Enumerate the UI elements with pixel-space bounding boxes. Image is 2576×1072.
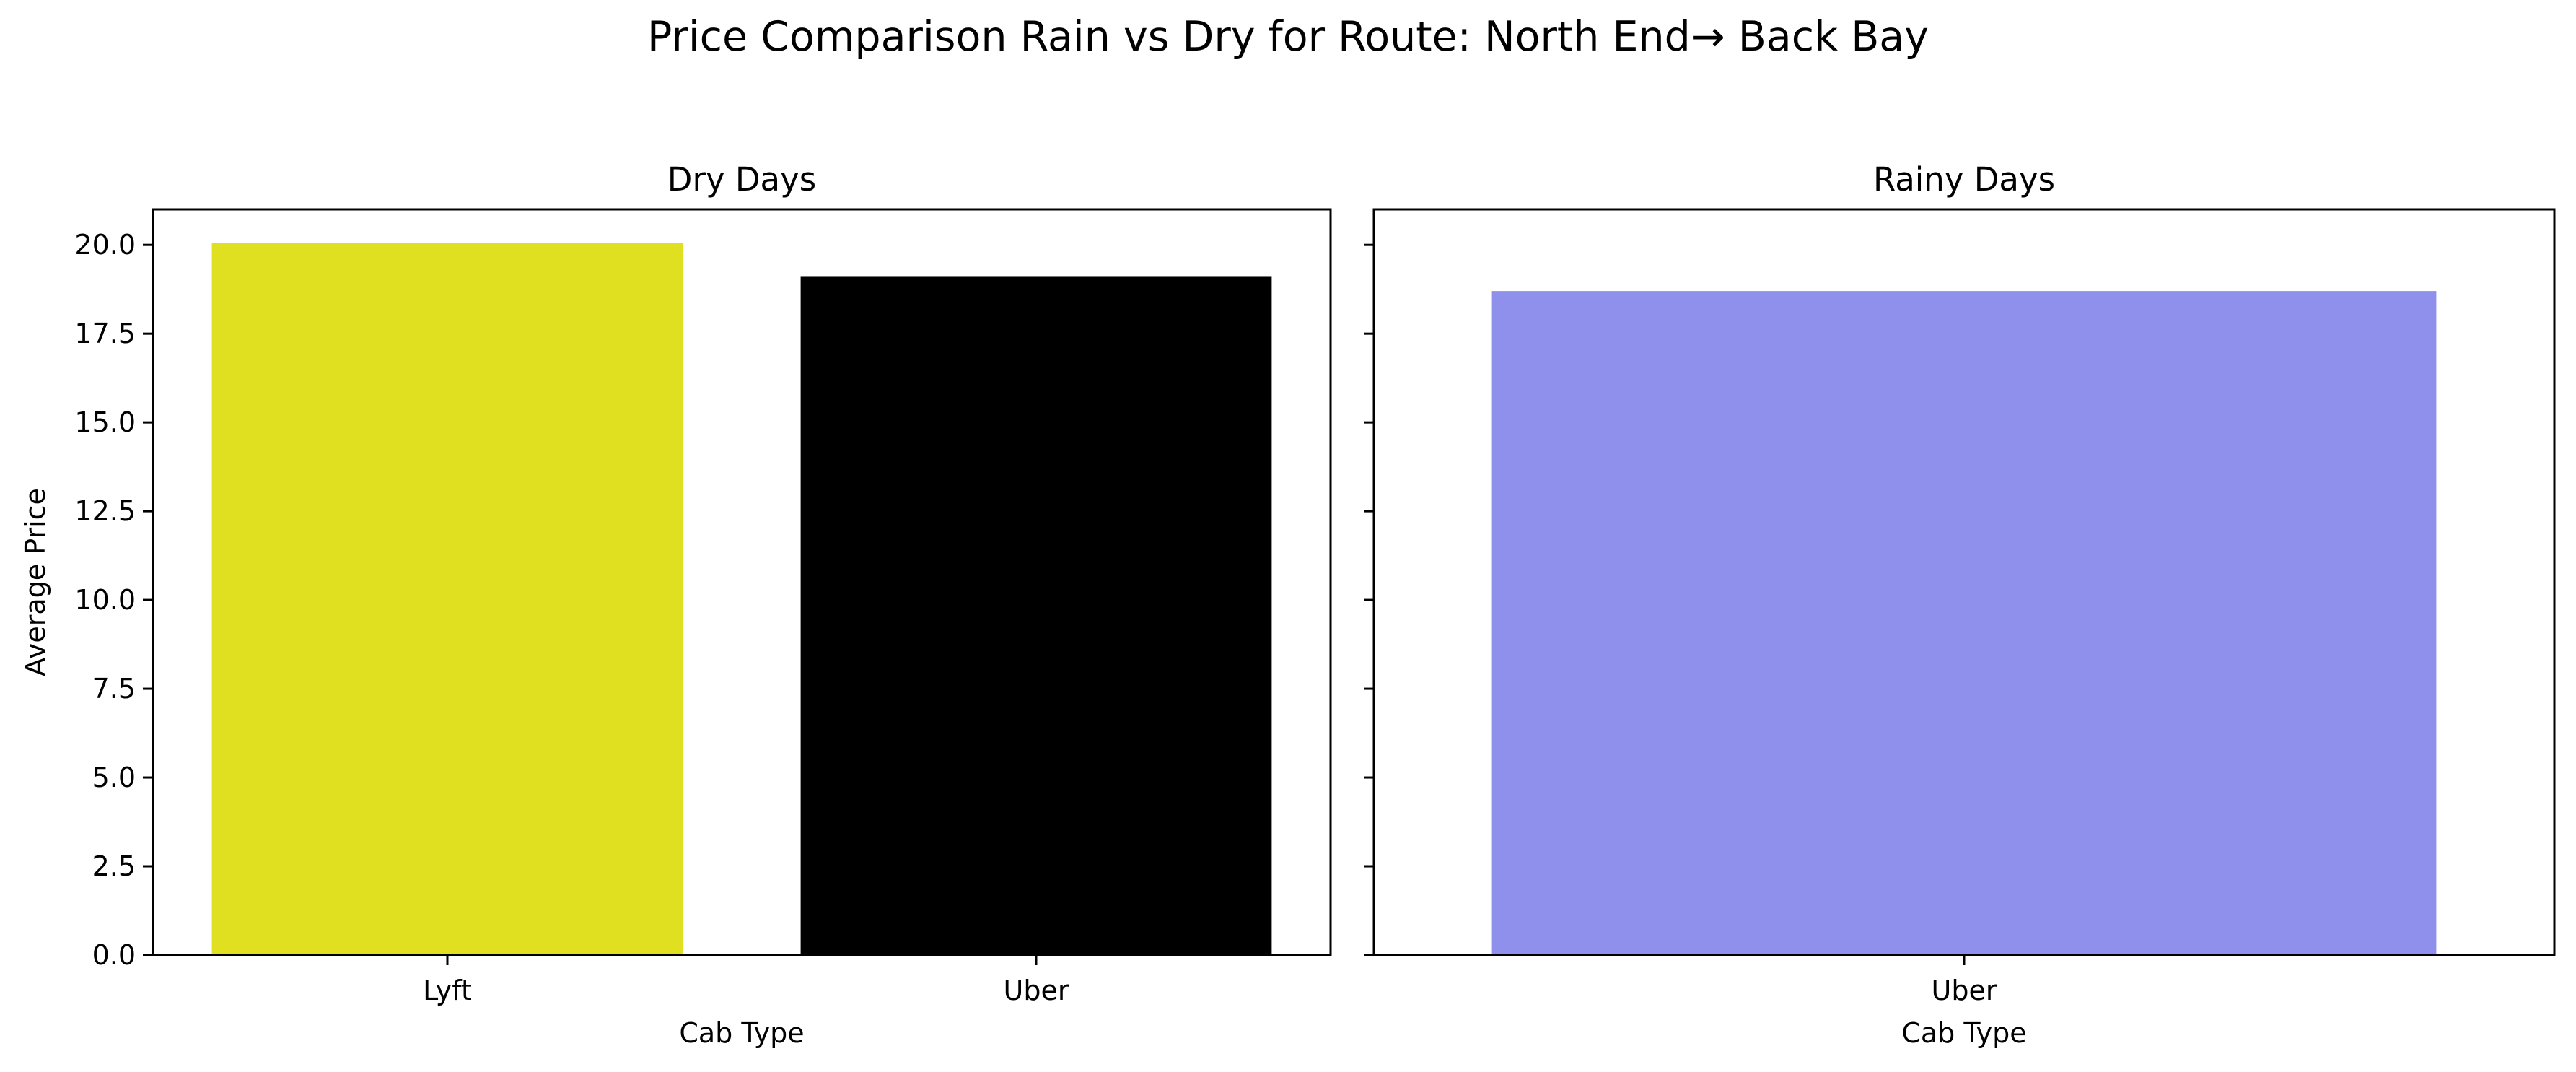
x-axis-label: Cab Type	[1901, 1017, 2026, 1049]
x-tick-label: Uber	[1932, 975, 1997, 1006]
y-tick-label: 2.5	[92, 850, 136, 882]
x-tick-label: Lyft	[423, 975, 472, 1006]
x-tick-label: Uber	[1004, 975, 1069, 1006]
y-tick-label: 15.0	[74, 406, 136, 438]
plot-frame	[152, 208, 1332, 956]
chart-panels: 0.0 2.5 5.0 7.5 10.0 12.5 15.0 17.5 20.0 Lyft Uber…	[19, 160, 2556, 1049]
bar-lyft	[211, 243, 683, 955]
y-tick-label: 7.5	[92, 673, 136, 705]
bar-uber	[800, 276, 1272, 955]
y-tick-label: 20.0	[74, 229, 136, 261]
y-axis-label: Average Price	[19, 488, 51, 676]
chart-title: Price Comparison Rain vs Dry for Route: …	[647, 13, 1929, 61]
panel-0: 0.0 2.5 5.0 7.5 10.0 12.5 15.0 17.5 20.0 Lyft Uber…	[19, 160, 1332, 1049]
y-tick-label: 17.5	[74, 318, 136, 349]
subplot-title: Rainy Days	[1873, 160, 2055, 199]
panel-1: Uber Rainy Days Cab Type	[1364, 160, 2556, 1049]
subplot-title: Dry Days	[667, 160, 816, 199]
bar-uber	[1491, 291, 2437, 956]
y-tick-label: 5.0	[92, 762, 136, 793]
y-tick-label: 12.5	[74, 495, 136, 527]
y-tick-label: 0.0	[92, 939, 136, 971]
x-axis-label: Cab Type	[679, 1017, 804, 1049]
y-tick-label: 10.0	[74, 584, 136, 616]
